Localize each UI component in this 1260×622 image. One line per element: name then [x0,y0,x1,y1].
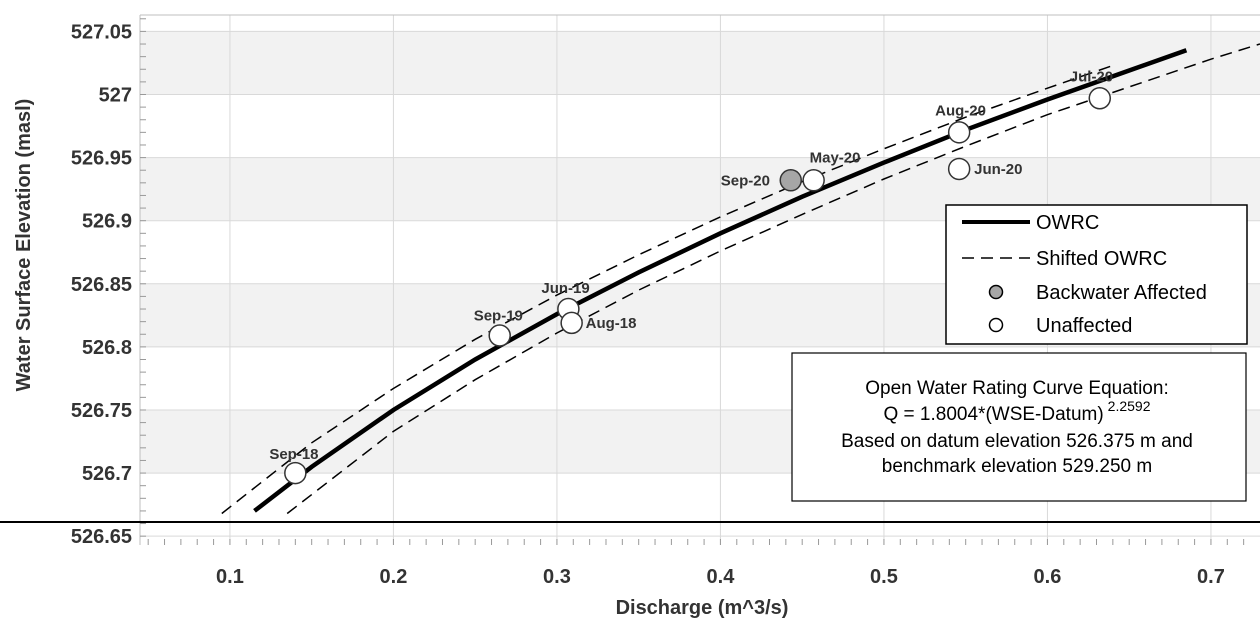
observation-marker-sep-19 [488,324,511,347]
plot-band [140,31,1260,95]
legend: OWRC Shifted OWRC Backwater Affected Una… [945,204,1248,345]
observation-label-aug-18: Aug-18 [586,315,637,332]
observation-label-sep-20: Sep-20 [721,172,770,189]
gridlines [140,15,1260,545]
x-tick-label: 0.2 [380,566,408,588]
observation-marker-sep-18 [284,461,307,485]
x-tick-label: 0.4 [707,566,736,588]
series-line-shifted-owrc [221,64,1114,515]
observation-marker-aug-20 [947,121,971,144]
observation-label-aug-20: Aug-20 [935,102,986,119]
observation-label-jun-20: Jun-20 [974,161,1022,178]
x-tick-label: 0.5 [870,566,898,588]
observation-label-jul-20: Jul-20 [1070,68,1113,85]
x-axis-ticks: 0.1 0.2 0.3 0.4 0.5 0.6 0.7 [216,566,1225,588]
y-tick-label: 526.9 [82,211,132,233]
equation-annotation: Open Water Rating Curve Equation: Q = 1.… [791,352,1247,502]
series-lines [221,43,1260,515]
x-tick-label: 0.1 [216,566,244,588]
series-line-shifted-owrc [286,43,1260,515]
x-tick-label: 0.7 [1197,566,1225,588]
equation-line-2: Q = 1.8004*(WSE-Datum) 2.2592 [884,398,1151,425]
legend-label-shifted-owrc: Shifted OWRC [1036,248,1167,270]
y-tick-label: 527.05 [71,21,132,43]
x-axis-title: Discharge (m^3/s) [616,597,789,619]
equation-line-3: Based on datum elevation 526.375 m and [841,431,1193,452]
observation-marker-jun-20 [947,157,971,181]
y-tick-label: 526.65 [71,526,132,548]
y-tick-label: 526.85 [71,274,132,296]
equation-formula: Q = 1.8004*(WSE-Datum) [884,404,1104,425]
legend-swatch-unaffected [988,317,1004,333]
series-line-owrc [253,48,1188,513]
legend-label-backwater: Backwater Affected [1036,282,1207,304]
observation-label-may-20: May-20 [810,149,861,166]
legend-label-owrc: OWRC [1036,212,1099,234]
y-tick-label: 526.75 [71,400,132,422]
legend-label-unaffected: Unaffected [1036,315,1132,337]
y-tick-label: 526.7 [82,463,132,485]
y-axis-title: Water Surface Elevation (masl) [13,99,35,392]
equation-exponent: 2.2592 [1108,398,1151,414]
equation-box [791,352,1247,502]
observation-marker-sep-20 [779,169,802,192]
plot-band [140,15,1260,32]
plot-frame [0,14,1260,545]
equation-line-4: benchmark elevation 529.250 m [882,456,1152,477]
observation-points: Sep-18 Sep-19 Jun-19 Aug-18 Sep-20 May-20 Jun-… [269,68,1113,485]
observation-label-jun-19: Jun-19 [541,280,589,297]
observation-marker-aug-18 [560,311,583,335]
x-tick-label: 0.6 [1034,566,1062,588]
y-axis-ticks: 526.65 526.7 526.75 526.8 526.85 526.9 526.95 5… [71,21,132,548]
observation-marker-may-20 [802,169,825,192]
observation-label-sep-19: Sep-19 [474,308,523,325]
observation-marker-jul-20 [1088,87,1112,110]
y-tick-label: 527 [99,85,132,107]
observation-label-sep-18: Sep-18 [269,446,318,463]
y-tick-label: 526.95 [71,148,132,170]
legend-swatch-backwater [988,284,1004,300]
x-tick-label: 0.3 [543,566,571,588]
y-tick-label: 526.8 [82,337,132,359]
equation-line-1: Open Water Rating Curve Equation: [865,378,1168,399]
